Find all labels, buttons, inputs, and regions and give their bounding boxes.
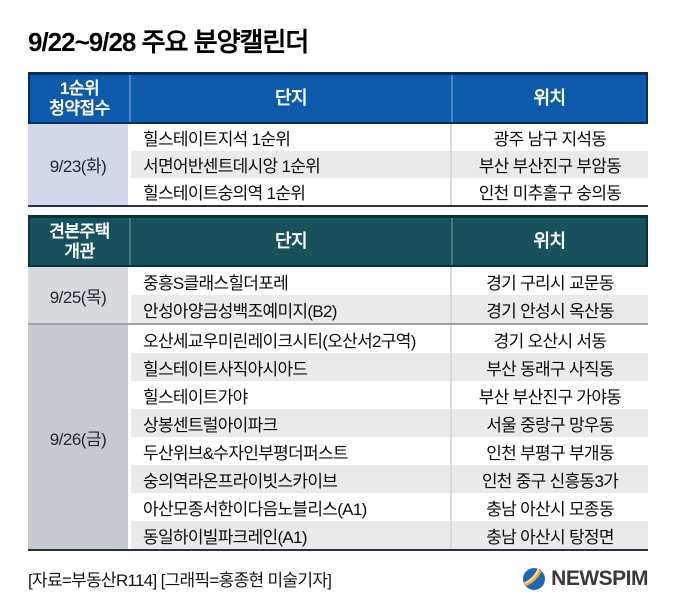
newspim-logo: NEWSPIM [522, 567, 648, 591]
complex-cell: 힐스테이트사직아시아드 [143, 359, 308, 379]
section-model-house-opening: 견본주택 개관 단지 위치 9/25(목) 중흥S클래스힐더포레 경기 구리시 … [28, 215, 648, 551]
footer: [자료=부동산R114] [그래픽=홍종현 미술기자] NEWSPIM [28, 566, 648, 591]
complex-cell: 서면어반센트데시앙 1순위 [143, 157, 321, 176]
location-cell: 부산 부산진구 가야동 [450, 381, 648, 409]
location-cell: 인천 중구 신흥동3가 [450, 465, 648, 493]
complex-cell: 동일하이빌파크레인(A1) [143, 527, 307, 547]
date-group-0923: 9/23(화) 힐스테이트지석 1순위 광주 남구 지석동 서면어반센트데시앙 … [28, 124, 648, 205]
complex-cell: 힐스테이트지석 1순위 [143, 130, 291, 149]
location-cell: 부산 부산진구 부암동 [450, 151, 648, 178]
presale-calendar-table: 1순위 청약접수 단지 위치 9/23(화) 힐스테이트지석 1순위 광주 남구… [28, 72, 648, 551]
date-cell-0926: 9/26(금) [28, 325, 131, 549]
date-group-0925: 9/25(목) 중흥S클래스힐더포레 경기 구리시 교문동 안성아양금성백조예미… [28, 267, 648, 323]
date-group-0925-rows: 중흥S클래스힐더포레 경기 구리시 교문동 안성아양금성백조예미지(B2) 경기… [131, 267, 648, 323]
location-cell: 충남 아산시 탕정면 [450, 521, 648, 549]
section2-row-label: 견본주택 개관 [30, 218, 129, 265]
section2-column-header-location: 위치 [451, 218, 646, 265]
table-row: 상봉센트럴아이파크 서울 중랑구 망우동 [131, 409, 648, 437]
section1-header-row: 1순위 청약접수 단지 위치 [28, 72, 648, 124]
section1-row-label-line2: 청약접수 [49, 98, 110, 118]
section1-row-label-line1: 1순위 [59, 78, 100, 98]
table-row: 숭의역라온프라이빗스카이브 인천 중구 신흥동3가 [131, 465, 648, 493]
table-row: 힐스테이트사직아시아드 부산 동래구 사직동 [131, 353, 648, 381]
complex-cell: 오산세교우미린레이크시티(오산서2구역) [143, 331, 416, 351]
complex-cell: 상봉센트럴아이파크 [143, 415, 278, 435]
table-row: 동일하이빌파크레인(A1) 충남 아산시 탕정면 [131, 521, 648, 549]
section2-row-label-line2: 개관 [64, 241, 95, 261]
newspim-logo-text: NEWSPIM [551, 566, 648, 590]
location-cell: 경기 오산시 서동 [450, 325, 648, 353]
date-cell-0925: 9/25(목) [28, 267, 131, 323]
location-cell: 인천 미추홀구 숭의동 [450, 178, 648, 205]
table-row: 두산위브&수자인부평더퍼스트 인천 부평구 부개동 [131, 437, 648, 465]
complex-cell: 두산위브&수자인부평더퍼스트 [143, 443, 349, 463]
table-row: 안성아양금성백조예미지(B2) 경기 안성시 옥산동 [131, 295, 648, 323]
source-credit: [자료=부동산R114] [그래픽=홍종현 미술기자] [28, 571, 332, 590]
complex-cell: 힐스테이트숭의역 1순위 [143, 184, 306, 203]
table-row: 힐스테이트숭의역 1순위 인천 미추홀구 숭의동 [131, 178, 648, 205]
location-cell: 충남 아산시 모종동 [450, 493, 648, 521]
date-group-0926-rows: 오산세교우미린레이크시티(오산서2구역) 경기 오산시 서동 힐스테이트사직아시… [131, 325, 648, 549]
table-row: 오산세교우미린레이크시티(오산서2구역) 경기 오산시 서동 [131, 325, 648, 353]
location-cell: 서울 중랑구 망우동 [450, 409, 648, 437]
section2-column-header-complex: 단지 [129, 218, 451, 265]
section2-row-label-line1: 견본주택 [49, 221, 110, 241]
section1-row-label: 1순위 청약접수 [30, 75, 129, 122]
table-row: 중흥S클래스힐더포레 경기 구리시 교문동 [131, 267, 648, 295]
complex-cell: 힐스테이트가야 [143, 387, 248, 407]
date-group-0926: 9/26(금) 오산세교우미린레이크시티(오산서2구역) 경기 오산시 서동 힐… [28, 323, 648, 549]
table-row: 서면어반센트데시앙 1순위 부산 부산진구 부암동 [131, 151, 648, 178]
section1-column-header-location: 위치 [451, 75, 646, 122]
table-row: 아산모종서한이다음노블리스(A1) 충남 아산시 모종동 [131, 493, 648, 521]
table-row: 힐스테이트가야 부산 부산진구 가야동 [131, 381, 648, 409]
page-title: 9/22~9/28 주요 분양캘린더 [28, 27, 309, 57]
date-group-0923-rows: 힐스테이트지석 1순위 광주 남구 지석동 서면어반센트데시앙 1순위 부산 부… [131, 124, 648, 205]
complex-cell: 아산모종서한이다음노블리스(A1) [143, 499, 367, 519]
section1-column-header-complex: 단지 [129, 75, 451, 122]
location-cell: 경기 안성시 옥산동 [450, 295, 648, 323]
table-row: 힐스테이트지석 1순위 광주 남구 지석동 [131, 124, 648, 151]
newspim-logo-icon [523, 567, 546, 590]
complex-cell: 중흥S클래스힐더포레 [143, 273, 289, 293]
section2-header-row: 견본주택 개관 단지 위치 [28, 215, 648, 267]
complex-cell: 안성아양금성백조예미지(B2) [143, 301, 337, 321]
date-cell-0923: 9/23(화) [28, 124, 131, 205]
location-cell: 부산 동래구 사직동 [450, 353, 648, 381]
location-cell: 광주 남구 지석동 [450, 124, 648, 151]
location-cell: 경기 구리시 교문동 [450, 267, 648, 295]
complex-cell: 숭의역라온프라이빗스카이브 [143, 471, 338, 491]
location-cell: 인천 부평구 부개동 [450, 437, 648, 465]
section-first-priority: 1순위 청약접수 단지 위치 9/23(화) 힐스테이트지석 1순위 광주 남구… [28, 72, 648, 207]
